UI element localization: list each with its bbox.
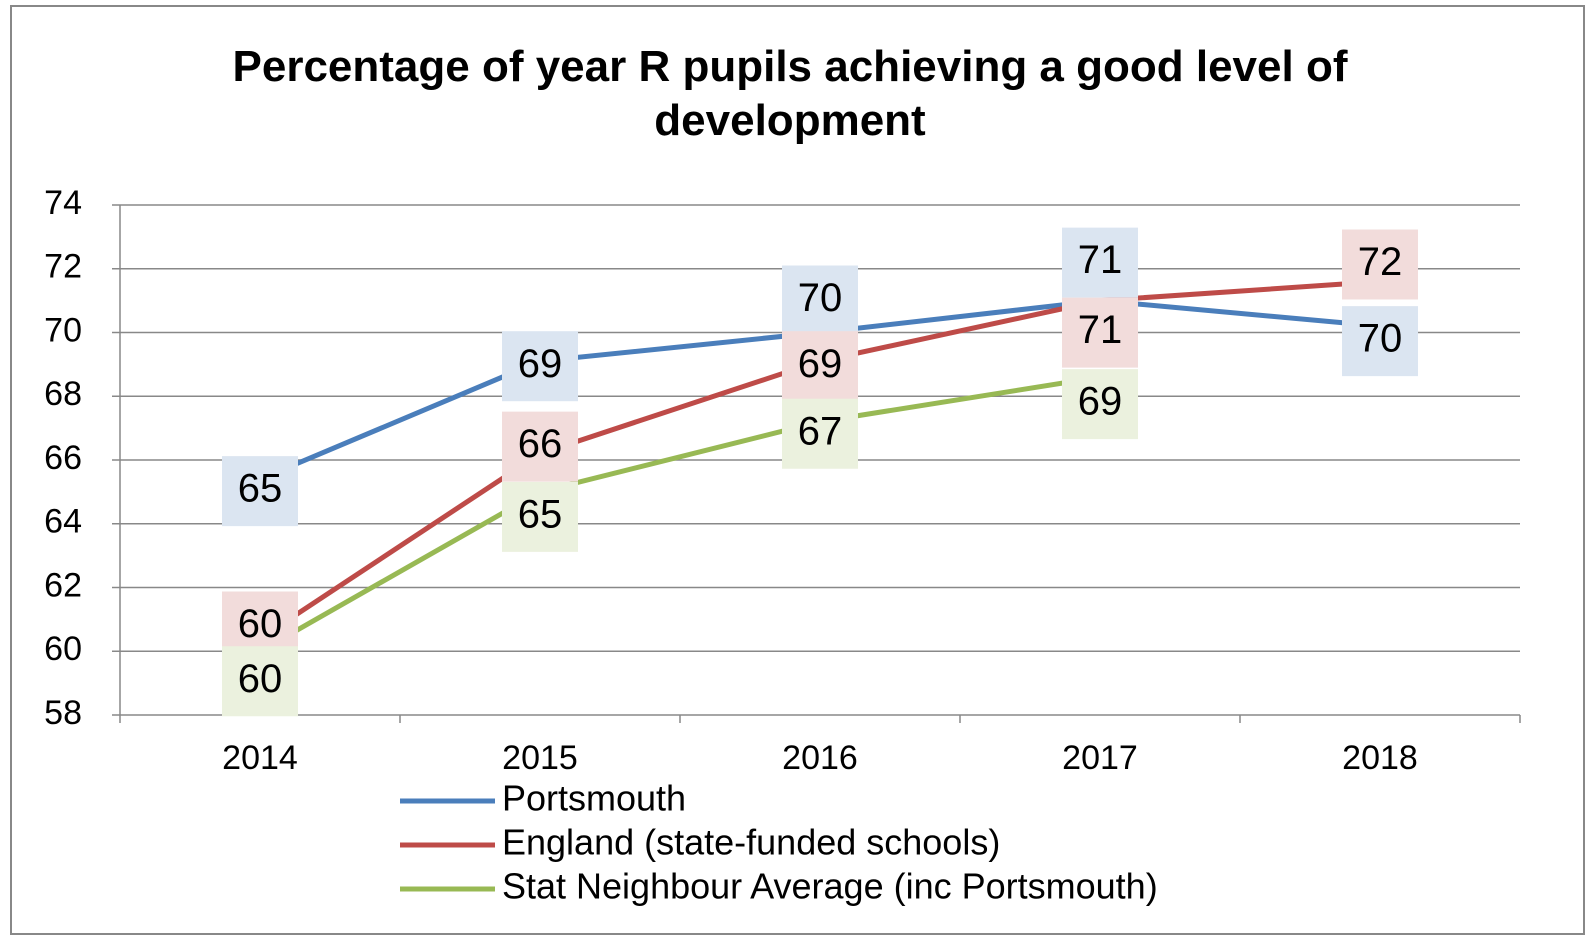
data-label-box	[502, 331, 578, 402]
data-label: 67	[798, 409, 843, 453]
data-label-box	[782, 331, 858, 402]
data-label-box	[1062, 297, 1138, 368]
y-tick-label: 62	[44, 566, 82, 604]
y-tick-label: 74	[44, 184, 82, 222]
data-label-box	[222, 646, 298, 717]
y-tick-label: 64	[44, 503, 82, 541]
x-tick-label: 2018	[1342, 739, 1418, 777]
data-label: 71	[1078, 308, 1123, 352]
data-label-box	[502, 481, 578, 552]
data-label-box	[1342, 229, 1418, 300]
y-tick-label: 70	[44, 311, 82, 349]
x-tick-label: 2014	[222, 739, 298, 777]
chart-title: Percentage of year R pupils achieving a …	[232, 42, 1348, 145]
data-label-box	[1342, 306, 1418, 377]
data-label: 69	[1078, 380, 1123, 424]
y-tick-label: 68	[44, 375, 82, 413]
data-label: 72	[1358, 240, 1403, 284]
series-line	[258, 374, 1101, 654]
data-label-box	[782, 398, 858, 469]
data-label: 65	[518, 492, 563, 536]
data-label-box	[1062, 369, 1138, 440]
data-label: 65	[238, 467, 283, 511]
y-tick-label: 60	[44, 630, 82, 668]
legend-label: England (state-funded schools)	[502, 822, 1000, 863]
data-label: 70	[1358, 317, 1403, 361]
y-tick-label: 66	[44, 439, 82, 477]
legend-label: Portsmouth	[502, 778, 686, 819]
data-label: 69	[518, 342, 563, 386]
x-tick-label: 2015	[502, 739, 578, 777]
y-tick-label: 58	[44, 694, 82, 732]
data-label: 70	[798, 276, 843, 320]
data-label: 66	[518, 422, 563, 466]
y-tick-label: 72	[44, 248, 82, 286]
data-label-box	[222, 456, 298, 527]
data-label-box	[782, 265, 858, 336]
x-tick-label: 2016	[782, 739, 858, 777]
x-tick-label: 2017	[1062, 739, 1138, 777]
data-label-box	[1062, 227, 1138, 298]
legend-label: Stat Neighbour Average (inc Portsmouth)	[502, 866, 1158, 907]
data-label-box	[502, 411, 578, 482]
data-label: 60	[238, 602, 283, 646]
data-label: 60	[238, 657, 283, 701]
data-label: 71	[1078, 238, 1123, 282]
data-label: 69	[798, 342, 843, 386]
